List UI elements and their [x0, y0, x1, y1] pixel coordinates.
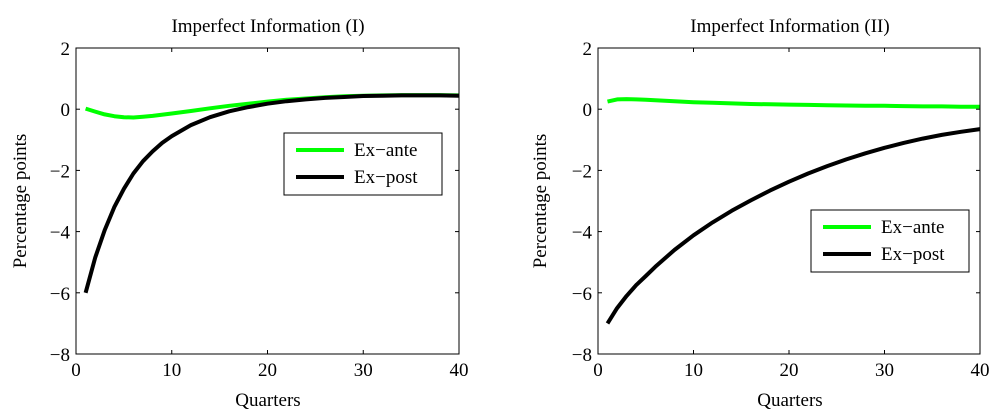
series-line-ex-post	[83, 93, 460, 294]
axes-frame	[597, 47, 981, 355]
legend-box	[283, 132, 443, 196]
x-tick-label: 0	[71, 360, 81, 381]
y-tick-label: 0	[583, 100, 593, 121]
x-tick-label: 20	[780, 360, 799, 381]
y-tick-label: −6	[572, 284, 592, 305]
y-tick-label: −8	[50, 345, 70, 366]
chart-panel-left: Imperfect Information (I) Quarters Perce…	[10, 16, 469, 411]
x-tick-label: 10	[162, 360, 181, 381]
x-tick-label: 30	[875, 360, 894, 381]
x-tick-label: 40	[450, 360, 469, 381]
legend-box	[810, 209, 970, 273]
y-tick-label: −4	[572, 223, 593, 244]
y-tick-label: −8	[572, 345, 592, 366]
x-tick-label: 30	[354, 360, 373, 381]
y-tick-label: −2	[50, 161, 70, 182]
y-axis-label: Percentage points	[10, 134, 31, 269]
series-line-ex-post	[605, 127, 981, 325]
legend-label: Ex−post	[881, 244, 945, 265]
x-tick-label: 20	[258, 360, 277, 381]
y-tick-label: −2	[572, 161, 592, 182]
legend-label: Ex−post	[354, 167, 418, 188]
y-tick-label: 2	[61, 39, 71, 60]
legend-label: Ex−ante	[881, 217, 944, 238]
y-axis-label: Percentage points	[530, 134, 551, 269]
y-tick-label: 0	[61, 100, 71, 121]
x-tick-label: 0	[593, 360, 603, 381]
x-tick-label: 40	[971, 360, 990, 381]
chart-title: Imperfect Information (I)	[171, 16, 364, 37]
x-tick-label: 10	[684, 360, 703, 381]
legend: Ex−ante Ex−post	[810, 209, 970, 273]
series-line-ex-ante	[85, 93, 460, 120]
y-tick-label: −4	[50, 223, 71, 244]
chart-title: Imperfect Information (II)	[690, 16, 889, 37]
legend: Ex−ante Ex−post	[283, 132, 443, 196]
series-line-ex-ante	[607, 97, 980, 109]
x-axis-label: Quarters	[235, 390, 300, 411]
y-tick-label: 2	[583, 39, 593, 60]
x-axis-label: Quarters	[757, 390, 822, 411]
legend-label: Ex−ante	[354, 140, 417, 161]
y-tick-label: −6	[50, 284, 70, 305]
chart-panel-right: Imperfect Information (II) Quarters Perc…	[530, 16, 990, 411]
